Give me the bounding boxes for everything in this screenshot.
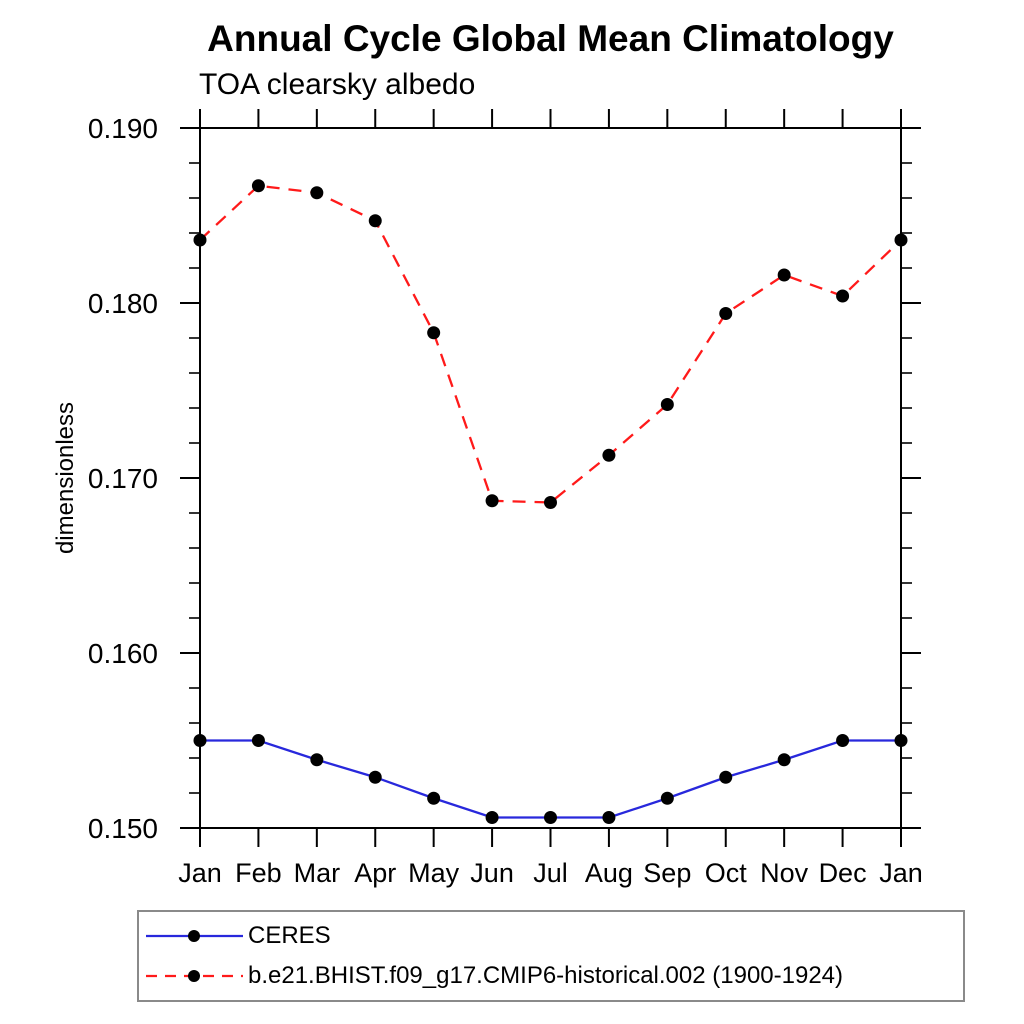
y-tick-label: 0.180 [88,288,158,319]
legend-label-ceres: CERES [248,922,331,950]
series-line-0 [200,739,901,819]
x-tick-label: Jul [533,858,568,888]
x-tick-label: Jan [879,858,923,888]
data-point-0 [602,811,616,824]
data-point-1 [427,326,441,340]
data-point-1 [310,186,324,200]
data-point-1 [193,233,207,247]
data-point-0 [660,791,674,805]
x-tick-label: Feb [235,858,282,888]
legend-line-sample-dashed [146,969,243,982]
legend-box: CERES b.e21.BHIST.f09_g17.CMIP6-historic… [137,910,965,1002]
legend-marker-icon [188,969,200,982]
x-tick-label: Dec [819,858,867,888]
data-point-1 [485,494,499,508]
x-tick-label: May [408,858,460,888]
chart-subtitle: TOA clearsky albedo [199,68,476,101]
x-tick-label: Sep [643,858,691,888]
data-point-0 [310,753,324,767]
x-tick-label: Jan [178,858,222,888]
data-point-0 [894,734,908,747]
data-point-1 [602,448,616,462]
data-point-0 [368,770,382,784]
data-point-0 [719,770,733,784]
chart-title: Annual Cycle Global Mean Climatology [207,18,894,59]
series-line-1 [199,184,902,504]
data-point-0 [193,734,207,747]
legend-label-model: b.e21.BHIST.f09_g17.CMIP6-historical.002… [248,961,844,989]
legend-marker-icon [188,930,200,943]
data-point-0 [251,734,265,747]
data-point-0 [777,753,791,767]
y-tick-label: 0.160 [88,638,158,669]
x-tick-label: Apr [354,858,396,888]
plot-border [199,127,902,829]
data-point-1 [544,496,557,509]
data-point-1 [719,307,733,320]
data-point-1 [894,233,908,247]
data-point-0 [836,734,850,747]
data-point-1 [251,179,265,193]
legend-item-model: b.e21.BHIST.f09_g17.CMIP6-historical.002… [144,961,963,991]
legend-line-sample-solid [146,930,243,943]
data-point-1 [660,398,674,411]
data-point-0 [427,791,441,805]
y-tick-label: 0.170 [88,463,158,494]
x-tick-label: Aug [585,858,633,888]
legend-item-ceres: CERES [144,921,963,951]
x-tick-label: Nov [760,858,809,888]
data-point-1 [836,289,850,303]
data-point-0 [485,811,499,824]
y-tick-label: 0.150 [88,813,158,844]
y-tick-label: 0.190 [88,113,158,144]
data-point-1 [368,214,382,228]
data-point-0 [544,811,557,824]
x-tick-label: Jun [470,858,514,888]
x-tick-label: Oct [705,858,748,888]
x-tick-label: Mar [294,858,341,888]
data-point-1 [777,268,791,282]
